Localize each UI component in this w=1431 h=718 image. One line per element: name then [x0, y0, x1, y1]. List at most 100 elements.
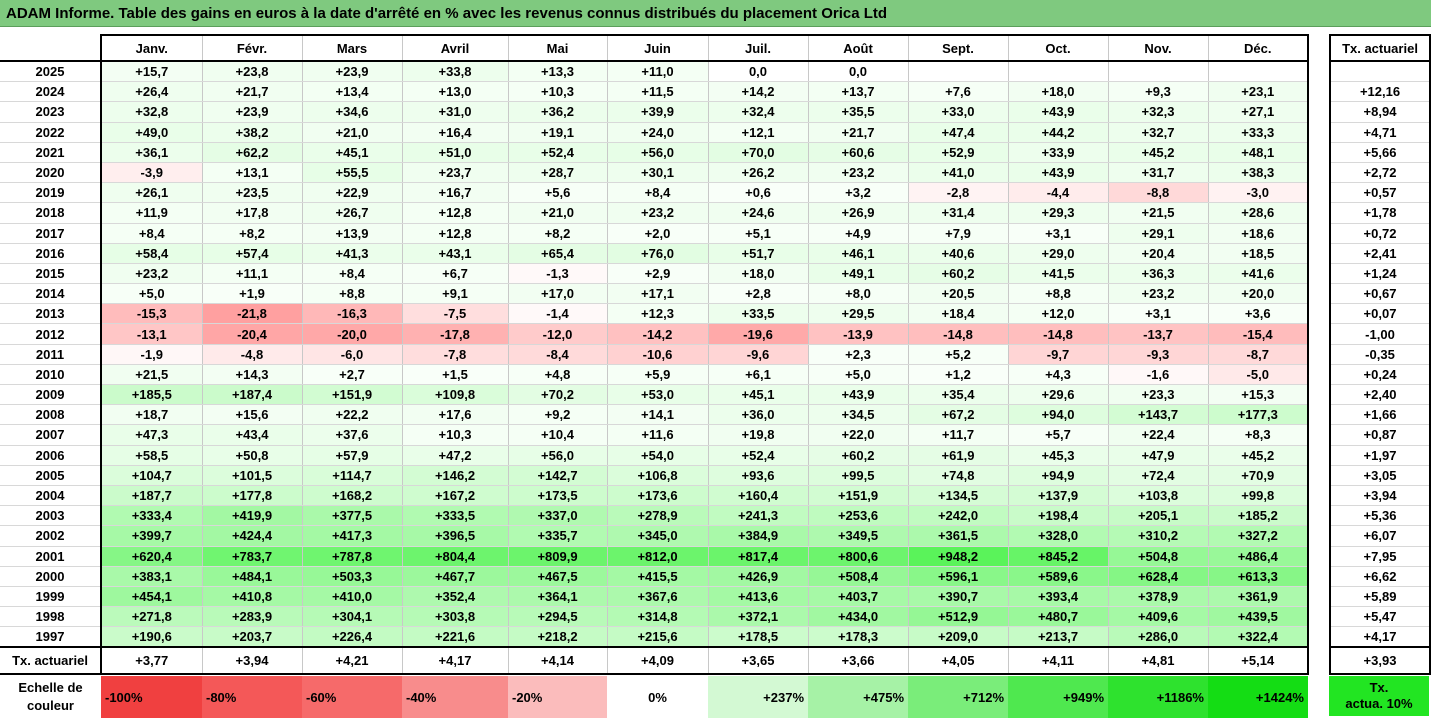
year-cell: 1999 — [0, 586, 102, 608]
gain-cell: +253,6 — [808, 505, 909, 527]
gain-cell: +31,0 — [402, 101, 509, 123]
gain-cell: +12,0 — [1008, 303, 1109, 325]
gain-cell: -9,3 — [1108, 344, 1209, 365]
gain-cell: +94,9 — [1008, 465, 1109, 486]
gain-cell: +29,5 — [808, 303, 909, 325]
gain-cell: +21,7 — [808, 122, 909, 143]
rate-cell: -1,00 — [1329, 323, 1431, 345]
gain-cell: +33,9 — [1008, 142, 1109, 163]
gain-cell: +47,3 — [101, 424, 203, 446]
gain-cell: +33,3 — [1208, 122, 1309, 143]
year-cell: 2004 — [0, 485, 102, 507]
header-corner — [0, 35, 102, 62]
gain-cell: +2,9 — [607, 263, 709, 285]
gain-cell: +5,9 — [607, 364, 709, 386]
year-cell: 2023 — [0, 101, 102, 123]
gain-cell: +5,0 — [101, 283, 203, 305]
gain-cell: -6,0 — [302, 344, 403, 365]
year-cell: 2018 — [0, 202, 102, 224]
gain-cell: +286,0 — [1108, 626, 1209, 648]
gain-cell: +62,2 — [202, 142, 303, 163]
gain-cell: -8,8 — [1108, 182, 1209, 204]
gain-cell: +45,1 — [302, 142, 403, 163]
gain-cell: +43,9 — [1008, 101, 1109, 123]
year-cell: 2007 — [0, 424, 102, 446]
gain-cell: +47,4 — [908, 122, 1009, 143]
gain-cell: +424,4 — [202, 525, 303, 547]
rate-cell: +1,78 — [1329, 202, 1431, 224]
gain-cell: -4,4 — [1008, 182, 1109, 204]
year-cell: 2010 — [0, 364, 102, 386]
gain-cell: +7,6 — [908, 81, 1009, 103]
gain-cell: +8,4 — [101, 223, 203, 244]
rate-cell: +0,72 — [1329, 223, 1431, 244]
gain-cell: +8,8 — [1008, 283, 1109, 305]
gain-cell: +5,6 — [508, 182, 608, 204]
table-row: 2016 +58,4 +57,4 +41,3 +43,1 +65,4 +76,0 +51,7 +… — [0, 243, 1309, 264]
footer-rate-cell: +3,94 — [202, 646, 303, 676]
gain-cell: +56,0 — [508, 445, 608, 466]
scale-swatch: -60% — [302, 676, 402, 718]
rate-cell: +2,41 — [1329, 243, 1431, 264]
report-title: ADAM Informe. Table des gains en euros à… — [0, 0, 1431, 27]
month-header: Déc. — [1208, 34, 1309, 62]
gain-cell: +410,8 — [202, 586, 303, 608]
gain-cell: +23,8 — [202, 61, 303, 83]
gain-cell: +114,7 — [302, 465, 403, 486]
gain-cell: +49,0 — [101, 122, 203, 143]
gain-cell: -20,4 — [202, 323, 303, 345]
color-scale-rate-cell: Tx. actua. 10% — [1329, 676, 1429, 716]
scale-swatch: +1424% — [1208, 676, 1308, 718]
gain-cell: +845,2 — [1008, 546, 1109, 567]
footer-rate-cell: +4,21 — [302, 646, 403, 676]
footer-rate-cell: +3,66 — [808, 646, 909, 676]
gain-cell: +32,8 — [101, 101, 203, 123]
table-row: 2024 +26,4 +21,7 +13,4 +13,0 +10,3 +11,5 +14,2 +… — [0, 81, 1309, 103]
gain-cell: +17,1 — [607, 283, 709, 305]
gain-cell: +70,0 — [708, 142, 809, 163]
gain-cell: +11,1 — [202, 263, 303, 285]
month-header: Mai — [508, 34, 608, 62]
gain-cell: +23,3 — [1108, 384, 1209, 406]
year-cell: 2001 — [0, 546, 102, 567]
gain-cell: +70,2 — [508, 384, 608, 406]
gain-cell: +454,1 — [101, 586, 203, 608]
gain-cell: +209,0 — [908, 626, 1009, 648]
gain-cell: +8,4 — [302, 263, 403, 285]
gain-cell: +18,0 — [1008, 81, 1109, 103]
gain-cell: -14,8 — [908, 323, 1009, 345]
gain-cell: +29,1 — [1108, 223, 1209, 244]
year-cell: 2022 — [0, 122, 102, 143]
scale-swatch: +712% — [908, 676, 1008, 718]
gain-cell: +29,6 — [1008, 384, 1109, 406]
gain-cell: +294,5 — [508, 606, 608, 628]
gain-cell: +596,1 — [908, 566, 1009, 587]
scale-side-line1: Tx. — [1369, 680, 1389, 695]
rate-cell: +12,16 — [1329, 81, 1431, 103]
rate-cell: +3,05 — [1329, 465, 1431, 486]
scale-swatch: -20% — [508, 676, 607, 718]
table-row: 2019 +26,1 +23,5 +22,9 +16,7 +5,6 +8,4 +0,6 +3,2… — [0, 182, 1309, 204]
gain-cell: +417,3 — [302, 525, 403, 547]
gain-cell: +812,0 — [607, 546, 709, 567]
gain-cell: +45,1 — [708, 384, 809, 406]
gain-cell: +34,5 — [808, 404, 909, 426]
year-cell: 2021 — [0, 142, 102, 163]
gain-cell: +46,1 — [808, 243, 909, 264]
rate-cell: +6,07 — [1329, 525, 1431, 547]
year-cell: 2017 — [0, 223, 102, 244]
overall-rate-cell: +3,93 — [1329, 646, 1431, 676]
gain-cell: +19,8 — [708, 424, 809, 446]
gain-cell: +23,2 — [101, 263, 203, 285]
gain-cell: +3,1 — [1008, 223, 1109, 244]
gain-cell: +6,1 — [708, 364, 809, 386]
gain-cell: -3,0 — [1208, 182, 1309, 204]
gain-cell: +22,0 — [808, 424, 909, 446]
gain-cell: +72,4 — [1108, 465, 1209, 486]
gain-cell: +13,0 — [402, 81, 509, 103]
gain-cell: -16,3 — [302, 303, 403, 325]
gain-cell: +18,6 — [1208, 223, 1309, 244]
rate-cell: +0,24 — [1329, 364, 1431, 386]
gain-cell: +383,1 — [101, 566, 203, 587]
gain-cell: -17,8 — [402, 323, 509, 345]
